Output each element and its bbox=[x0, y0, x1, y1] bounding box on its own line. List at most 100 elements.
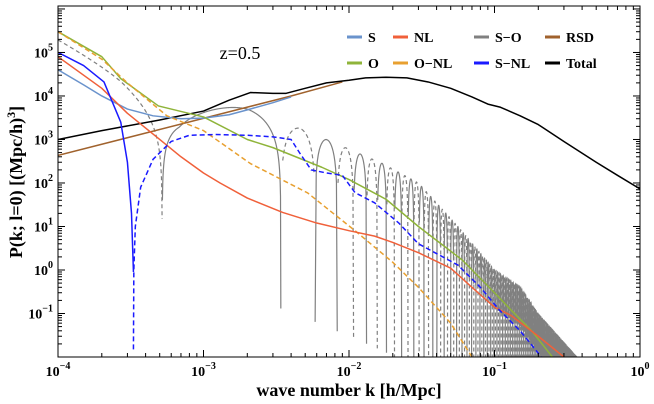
series-s-o-solid-segment bbox=[518, 284, 521, 357]
series-s-o-dashed-segment bbox=[494, 269, 498, 357]
series-s-o-solid-segment bbox=[552, 329, 554, 357]
series-s-o-solid-segment bbox=[499, 272, 502, 357]
legend-item-nl: NL bbox=[393, 31, 433, 46]
y-tick-label-exponent: 4 bbox=[48, 86, 53, 97]
legend-item-o-nl: O−NL bbox=[393, 57, 452, 72]
series-o-nl-line bbox=[58, 31, 473, 357]
series-s-o-dashed-segment bbox=[523, 291, 526, 357]
series-s-o-solid-segment bbox=[455, 225, 460, 357]
x-tick-label-base: 10 bbox=[482, 365, 496, 380]
series-s-o-solid-segment bbox=[533, 307, 536, 357]
x-tick-label-exponent: 0 bbox=[645, 361, 650, 372]
axis-ticks bbox=[57, 6, 641, 358]
x-tick-label: 10−3 bbox=[191, 361, 216, 380]
series-s-o-dashed-segment bbox=[463, 235, 468, 357]
series-s-nl-line bbox=[58, 51, 135, 273]
legend-label: Total bbox=[566, 57, 597, 72]
x-tick-label-base: 10 bbox=[191, 365, 205, 380]
legend-label: O−NL bbox=[414, 57, 452, 72]
series-s-o-solid-segment bbox=[450, 219, 455, 357]
x-tick-label-exponent: −2 bbox=[351, 361, 362, 372]
series-s-o-dashed-segment bbox=[401, 175, 409, 357]
series-s-o-dashed-segment bbox=[282, 127, 315, 173]
y-tick-label: 103 bbox=[34, 129, 53, 148]
series-s-o-dashed-segment bbox=[366, 158, 378, 349]
series-s-o-dashed-segment bbox=[517, 284, 520, 357]
x-tick-label: 10−2 bbox=[337, 361, 362, 380]
series-s-o-solid-segment bbox=[486, 261, 490, 357]
legend-label: O bbox=[368, 57, 379, 72]
y-tick-label: 105 bbox=[34, 42, 53, 61]
series-o-line bbox=[58, 31, 553, 357]
series-s-o-dashed-segment bbox=[544, 321, 547, 357]
x-axis-title: wave number k [h/Mpc] bbox=[256, 380, 441, 400]
y-tick-label-base: 10 bbox=[34, 90, 48, 105]
legend-item-o: O bbox=[347, 57, 379, 72]
y-tick-label: 102 bbox=[34, 173, 53, 192]
series-rsd-line bbox=[58, 81, 343, 157]
y-tick-label-exponent: 2 bbox=[48, 173, 53, 184]
series-s-o-dashed-segment bbox=[539, 315, 541, 357]
series-s-o-dashed-segment bbox=[515, 282, 518, 357]
series-s-o-dashed-segment bbox=[481, 254, 485, 357]
legend-item-s-nl: S−NL bbox=[474, 57, 530, 72]
legend-item-s: S bbox=[347, 31, 376, 46]
series-s-o-solid-segment bbox=[538, 314, 541, 357]
y-tick-label-exponent: 3 bbox=[48, 129, 53, 140]
legend-label: S bbox=[368, 31, 376, 46]
series-s-o-solid-segment bbox=[522, 290, 525, 357]
legend-label: S−O bbox=[495, 31, 522, 46]
series-s-o-dashed-segment bbox=[477, 250, 481, 357]
y-tick-label-base: 10 bbox=[34, 46, 48, 61]
series-s-o-dashed-segment bbox=[446, 216, 452, 357]
plot-area bbox=[58, 31, 640, 357]
y-tick-label: 10−1 bbox=[28, 303, 53, 322]
series-s-o-dashed-segment bbox=[440, 208, 445, 357]
y-tick-label-exponent: 1 bbox=[48, 216, 53, 227]
series-s-o-solid-segment bbox=[528, 298, 531, 357]
series-s-o-dashed-segment bbox=[413, 181, 420, 357]
series-s-o-solid-segment bbox=[542, 319, 545, 357]
legend-label: S−NL bbox=[495, 57, 530, 72]
y-tick-label: 100 bbox=[34, 260, 53, 279]
y-tick-label: 104 bbox=[34, 86, 53, 105]
series-s-o-solid-segment bbox=[490, 265, 493, 357]
y-tick-label-exponent: 5 bbox=[48, 42, 53, 53]
x-tick-label: 100 bbox=[631, 361, 650, 380]
series-s-nl-line bbox=[132, 133, 542, 357]
x-tick-label-exponent: −4 bbox=[60, 361, 71, 372]
series-s-o-dashed-segment bbox=[491, 266, 495, 357]
series-s-o-solid-segment bbox=[377, 162, 388, 353]
series-s-o-solid-segment bbox=[544, 320, 546, 357]
series-s-o-solid-segment bbox=[353, 153, 368, 344]
series-nl-line bbox=[58, 56, 565, 357]
legend-item-total: Total bbox=[545, 57, 597, 72]
series-s-o-solid-segment bbox=[545, 322, 548, 357]
y-tick-label-exponent: 0 bbox=[48, 260, 53, 271]
series-s-o-dashed-segment bbox=[473, 245, 477, 357]
series-s-o-solid-segment bbox=[516, 283, 519, 357]
series-s-o-dashed-segment bbox=[453, 222, 458, 357]
series-s-o-solid-segment bbox=[470, 243, 475, 357]
series-s-o-dashed-segment bbox=[337, 147, 355, 339]
y-tick-label-base: 10 bbox=[34, 133, 48, 148]
series-s-o-dashed-segment bbox=[468, 240, 473, 357]
series-total-line bbox=[58, 76, 640, 190]
series-s-o-solid-segment bbox=[530, 300, 533, 357]
series-s-o-solid-segment bbox=[443, 212, 448, 357]
series-s-o-dashed-segment bbox=[58, 39, 163, 219]
x-tick-label-exponent: −3 bbox=[205, 361, 216, 372]
series-s-o-solid-segment bbox=[407, 178, 415, 357]
redshift-annotation: z=0.5 bbox=[220, 43, 261, 63]
series-s-o-solid-segment bbox=[496, 270, 499, 357]
x-tick-label-base: 10 bbox=[631, 365, 645, 380]
series-s-o-solid-segment bbox=[418, 185, 425, 357]
series-s-o-solid-segment bbox=[475, 248, 479, 357]
x-tick-label: 10−4 bbox=[46, 361, 71, 380]
series-s-o-dashed-segment bbox=[488, 263, 492, 357]
series-s-o-dashed-segment bbox=[532, 306, 535, 357]
series-s-o-dashed-segment bbox=[508, 278, 511, 357]
tick-labels: 10−4 10−3 10−2 10−1 10010510410310210110010−… bbox=[28, 42, 649, 380]
legend-label: NL bbox=[414, 31, 433, 46]
